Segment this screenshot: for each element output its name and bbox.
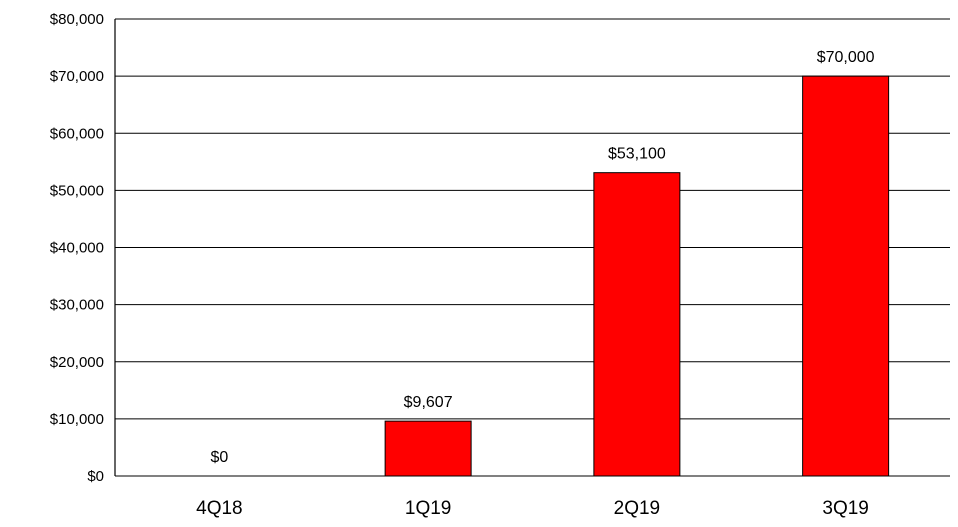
data-labels: $0 $9,607 $53,100 $70,000 — [210, 49, 874, 466]
bar-3q19 — [802, 75, 890, 477]
y-tick-label: $60,000 — [50, 125, 104, 142]
bar-2q19 — [593, 172, 681, 477]
y-tick-label: $80,000 — [50, 11, 104, 28]
y-tick-label: $40,000 — [50, 240, 104, 257]
y-axis-tick-labels: $0 $10,000 $20,000 $30,000 $40,000 $50,000 $60… — [50, 11, 104, 485]
data-label: $53,100 — [608, 146, 666, 163]
x-tick-label: 1Q19 — [405, 498, 451, 519]
y-tick-label: $30,000 — [50, 297, 104, 314]
data-label: $9,607 — [404, 394, 453, 411]
x-tick-label: 4Q18 — [196, 498, 242, 519]
y-tick-label: $70,000 — [50, 68, 104, 85]
x-tick-label: 3Q19 — [822, 498, 868, 519]
x-tick-label: 2Q19 — [614, 498, 660, 519]
x-axis-tick-labels: 4Q18 1Q19 2Q19 3Q19 — [196, 498, 869, 519]
y-tick-label: $0 — [87, 468, 104, 485]
y-tick-label: $10,000 — [50, 411, 104, 428]
gridlines — [115, 18, 950, 477]
data-label: $0 — [210, 449, 228, 466]
y-tick-label: $20,000 — [50, 354, 104, 371]
y-tick-label: $50,000 — [50, 182, 104, 199]
data-label: $70,000 — [817, 49, 875, 66]
bars — [384, 75, 890, 477]
bar-1q19 — [384, 420, 472, 477]
